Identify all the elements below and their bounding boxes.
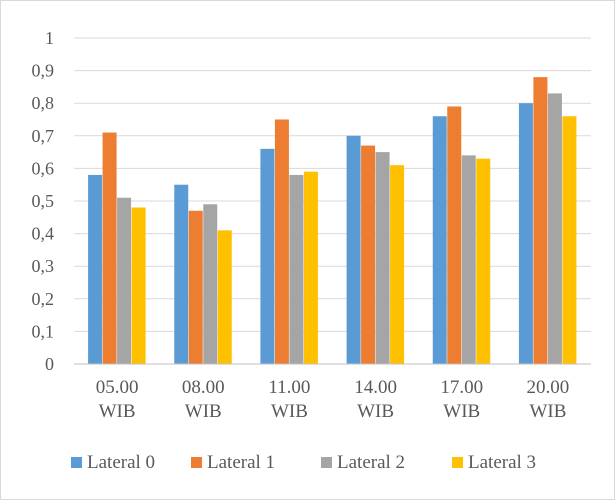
bar-lateral-2 [117,197,132,364]
y-tick-label: 0,3 [32,256,55,276]
x-tick-label: WIB [185,401,222,422]
x-tick-label: 20.00 [527,377,570,398]
bar-lateral-1 [102,132,117,364]
legend-swatch [191,457,202,468]
bar-lateral-1 [188,210,203,364]
x-tick-label: WIB [99,401,136,422]
x-tick-label: 17.00 [440,377,483,398]
y-tick-label: 0,4 [32,224,55,244]
bar-lateral-2 [289,174,304,364]
bar-lateral-1 [533,77,548,365]
x-tick-label: 08.00 [182,377,225,398]
bar-lateral-0 [174,184,189,364]
bar-lateral-1 [361,145,376,364]
y-tick-label: 0,5 [32,191,55,211]
bar-lateral-0 [88,174,103,364]
legend: Lateral 0 Lateral 1 Lateral 2 Lateral 3 [71,452,536,473]
x-tick-label: 11.00 [268,377,310,398]
bar-lateral-3 [390,165,405,364]
bar-lateral-3 [217,230,232,364]
legend-swatch [71,457,82,468]
legend-swatch [452,457,463,468]
bar-lateral-0 [432,116,447,365]
legend-label: Lateral 0 [87,452,155,473]
bar-lateral-1 [447,106,462,365]
legend-label: Lateral 3 [468,452,536,473]
bar-lateral-3 [303,171,318,364]
x-tick-label: 14.00 [354,377,397,398]
bar-lateral-2 [547,93,562,365]
x-tick-label: 05.00 [96,377,139,398]
bar-lateral-2 [461,155,476,364]
bar-lateral-3 [562,116,577,365]
bars [88,77,577,365]
bar-lateral-3 [476,158,491,364]
x-tick-label: WIB [357,401,394,422]
x-tick-label: WIB [443,401,480,422]
legend-label: Lateral 1 [207,452,275,473]
y-axis: 0 0,1 0,2 0,3 0,4 0,5 0,6 0,7 0,8 0,9 1 [32,28,55,374]
bar-lateral-0 [518,103,533,364]
y-tick-label: 0,8 [32,93,55,113]
bar-lateral-1 [274,119,289,364]
y-tick-label: 0,7 [32,126,55,146]
x-axis: 05.00 WIB 08.00 WIB 11.00 WIB 14.00 WIB 17.00 WIB… [74,363,591,422]
y-tick-label: 0,9 [32,61,55,81]
legend-label: Lateral 2 [337,452,405,473]
legend-swatch [321,457,332,468]
y-tick-label: 1 [45,28,54,48]
x-tick-label: WIB [271,401,308,422]
bar-lateral-2 [203,204,218,364]
y-tick-label: 0,2 [32,289,55,309]
y-tick-label: 0,1 [32,321,55,341]
x-tick-label: WIB [529,401,566,422]
y-tick-label: 0,6 [32,158,55,178]
bar-lateral-0 [260,148,275,364]
y-tick-label: 0 [45,354,54,374]
gridlines [74,37,591,332]
bar-lateral-3 [131,207,146,364]
bar-lateral-2 [375,152,390,364]
bar-lateral-0 [346,135,361,364]
